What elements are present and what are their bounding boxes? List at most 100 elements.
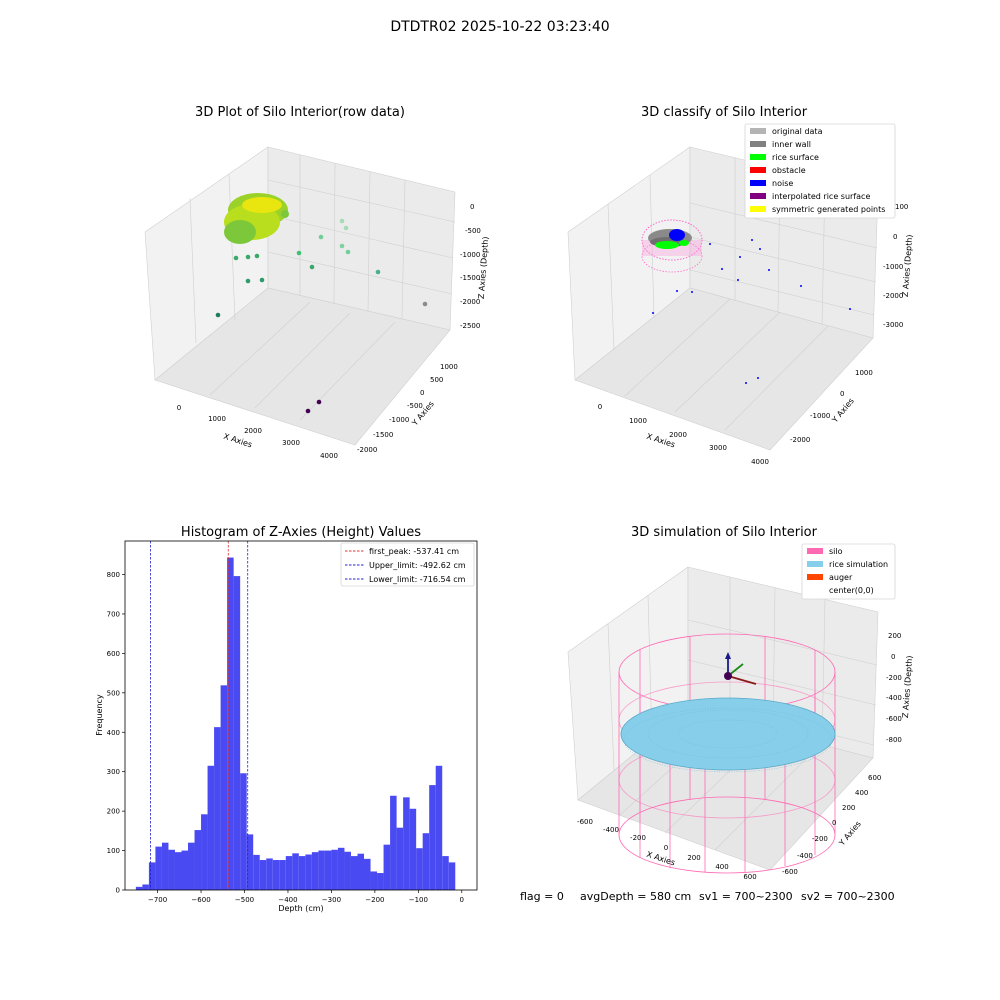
histogram-plot-frame bbox=[124, 540, 478, 891]
panel1-x-tick: 3000 bbox=[282, 439, 300, 447]
panel4-z-tick: -200 bbox=[886, 674, 902, 682]
histogram-y-tick-label: 200 bbox=[107, 808, 120, 816]
histogram-bar bbox=[409, 808, 417, 890]
histogram-legend: first_peak: -537.41 cm Upper_limit: -492… bbox=[340, 542, 475, 587]
histogram-y-tick-label: 700 bbox=[107, 610, 120, 618]
histogram-bar bbox=[135, 886, 143, 890]
panel4-legend-box bbox=[801, 543, 896, 600]
panel4-y-ticks: -600 -400 -200 0 200 400 600 bbox=[782, 774, 881, 876]
histogram-x-label: Depth (cm) bbox=[278, 904, 323, 913]
histogram-bar bbox=[259, 860, 267, 890]
panel2-legend-label: original data bbox=[772, 127, 823, 136]
panel2-z-tick: 0 bbox=[893, 233, 897, 241]
panel4-z-tick: -400 bbox=[886, 694, 902, 702]
panel2-y-label: Y Axies bbox=[830, 396, 856, 425]
panel2-points bbox=[641, 219, 851, 384]
center-marker bbox=[724, 672, 732, 680]
panel4-y-label: Y Axies bbox=[837, 819, 863, 848]
status-flag: flag = 0 bbox=[520, 890, 564, 903]
panel2-grid bbox=[607, 158, 878, 431]
panel2-legend-label: obstacle bbox=[772, 166, 806, 175]
histogram-x-tick-label: −400 bbox=[278, 896, 297, 904]
histogram-legend-label: Upper_limit: -492.62 cm bbox=[369, 561, 466, 570]
histogram-bar bbox=[266, 858, 273, 890]
panel1-grid bbox=[189, 155, 456, 421]
histogram-bar bbox=[311, 852, 319, 890]
histogram-bar bbox=[422, 833, 430, 890]
histogram-bar bbox=[357, 853, 365, 890]
histogram-bar bbox=[148, 862, 156, 890]
panel2-x-tick: 0 bbox=[598, 403, 602, 411]
panel1-y-tick: 1000 bbox=[440, 363, 458, 371]
histogram-bar bbox=[220, 685, 228, 890]
panel4-x-tick: -600 bbox=[577, 818, 593, 826]
histogram-bar bbox=[331, 849, 338, 890]
panel4-legend-swatch bbox=[807, 574, 823, 580]
status-sv1: sv1 = 700~2300 bbox=[699, 890, 793, 903]
histogram-bar bbox=[396, 827, 404, 890]
histogram-x-tick-label: −500 bbox=[235, 896, 254, 904]
histogram-bar bbox=[370, 871, 378, 890]
panel2-z-label: Z Axies (Depth) bbox=[901, 234, 914, 297]
histogram-bar bbox=[285, 856, 293, 890]
panel1-title: 3D Plot of Silo Interior(row data) bbox=[195, 105, 405, 120]
histogram-bar bbox=[442, 856, 449, 890]
panel1-y-tick: -1500 bbox=[373, 431, 393, 439]
histogram-x-tick-label: −200 bbox=[365, 896, 384, 904]
histogram-bar bbox=[194, 830, 202, 890]
histogram-bar bbox=[253, 854, 260, 890]
histogram-bar bbox=[318, 850, 325, 890]
histogram-bar bbox=[246, 834, 254, 890]
panel2-y-tick: -2000 bbox=[790, 436, 810, 444]
panel-raw-3d: 3D Plot of Silo Interior(row data) bbox=[144, 105, 490, 460]
panel1-x-ticks: 0 1000 2000 3000 4000 bbox=[177, 404, 338, 460]
panel-histogram: Histogram of Z-Axies (Height) Values −70… bbox=[95, 525, 478, 913]
panel2-legend-box bbox=[744, 123, 896, 219]
panel4-y-tick: 400 bbox=[855, 789, 868, 797]
histogram-bar bbox=[337, 847, 345, 890]
panel4-z-tick: -600 bbox=[886, 715, 902, 723]
panel4-y-tick: 0 bbox=[832, 819, 836, 827]
panel4-legend-swatch bbox=[807, 561, 823, 567]
panel2-legend-swatch bbox=[750, 167, 766, 173]
histogram-y-tick-label: 800 bbox=[107, 571, 120, 579]
panel4-legend-label: center(0,0) bbox=[829, 586, 874, 595]
panel4-title: 3D simulation of Silo Interior bbox=[631, 525, 818, 540]
histogram-y-tick-label: 400 bbox=[107, 729, 120, 737]
histogram-bar bbox=[142, 884, 149, 890]
panel4-z-label: Z Axies (Depth) bbox=[901, 655, 914, 718]
histogram-reference-lines bbox=[150, 541, 249, 890]
histogram-y-tick-label: 300 bbox=[107, 768, 120, 776]
panel2-y-ticks: -2000 -1000 0 1000 bbox=[790, 369, 873, 444]
histogram-bar bbox=[188, 842, 195, 890]
panel1-points bbox=[215, 193, 428, 414]
panel1-z-tick: -2500 bbox=[460, 322, 480, 330]
histogram-bar bbox=[435, 765, 443, 890]
panel2-y-tick: -1000 bbox=[810, 412, 830, 420]
panel2-z-tick: -2000 bbox=[883, 292, 903, 300]
panel-simulation-3d: 3D simulation of Silo Interior bbox=[567, 525, 914, 881]
panel4-x-tick: 0 bbox=[664, 844, 668, 852]
panel1-y-ticks: -2000 -1500 -1000 -500 0 500 1000 bbox=[357, 363, 458, 454]
histogram-bar bbox=[448, 862, 456, 890]
histogram-y-tick-label: 600 bbox=[107, 650, 120, 658]
histogram-x-tick-label: −300 bbox=[322, 896, 341, 904]
histogram-bar bbox=[279, 860, 286, 890]
histogram-bar bbox=[207, 765, 215, 890]
panel4-legend-swatch bbox=[807, 548, 823, 554]
histogram-x-ticks: −700 −600 −500 −400 −300 −200 −100 0 bbox=[148, 890, 464, 904]
panel1-y-tick: -500 bbox=[407, 402, 423, 410]
panel2-legend-swatch bbox=[750, 154, 766, 160]
panel2-x-tick: 1000 bbox=[629, 417, 647, 425]
histogram-y-tick-label: 0 bbox=[116, 887, 120, 895]
panel2-floor bbox=[574, 287, 874, 451]
histogram-bar bbox=[227, 557, 234, 890]
panel4-y-tick: 600 bbox=[868, 774, 881, 782]
panel2-legend-swatch bbox=[750, 141, 766, 147]
panel1-z-tick: -1000 bbox=[460, 251, 480, 259]
panel2-legend: original data inner wall rice surface ob… bbox=[744, 123, 896, 219]
histogram-legend-label: Lower_limit: -716.54 cm bbox=[369, 575, 466, 584]
panel1-z-tick: -2000 bbox=[460, 298, 480, 306]
panel2-legend-label: symmetric generated points bbox=[772, 205, 885, 214]
